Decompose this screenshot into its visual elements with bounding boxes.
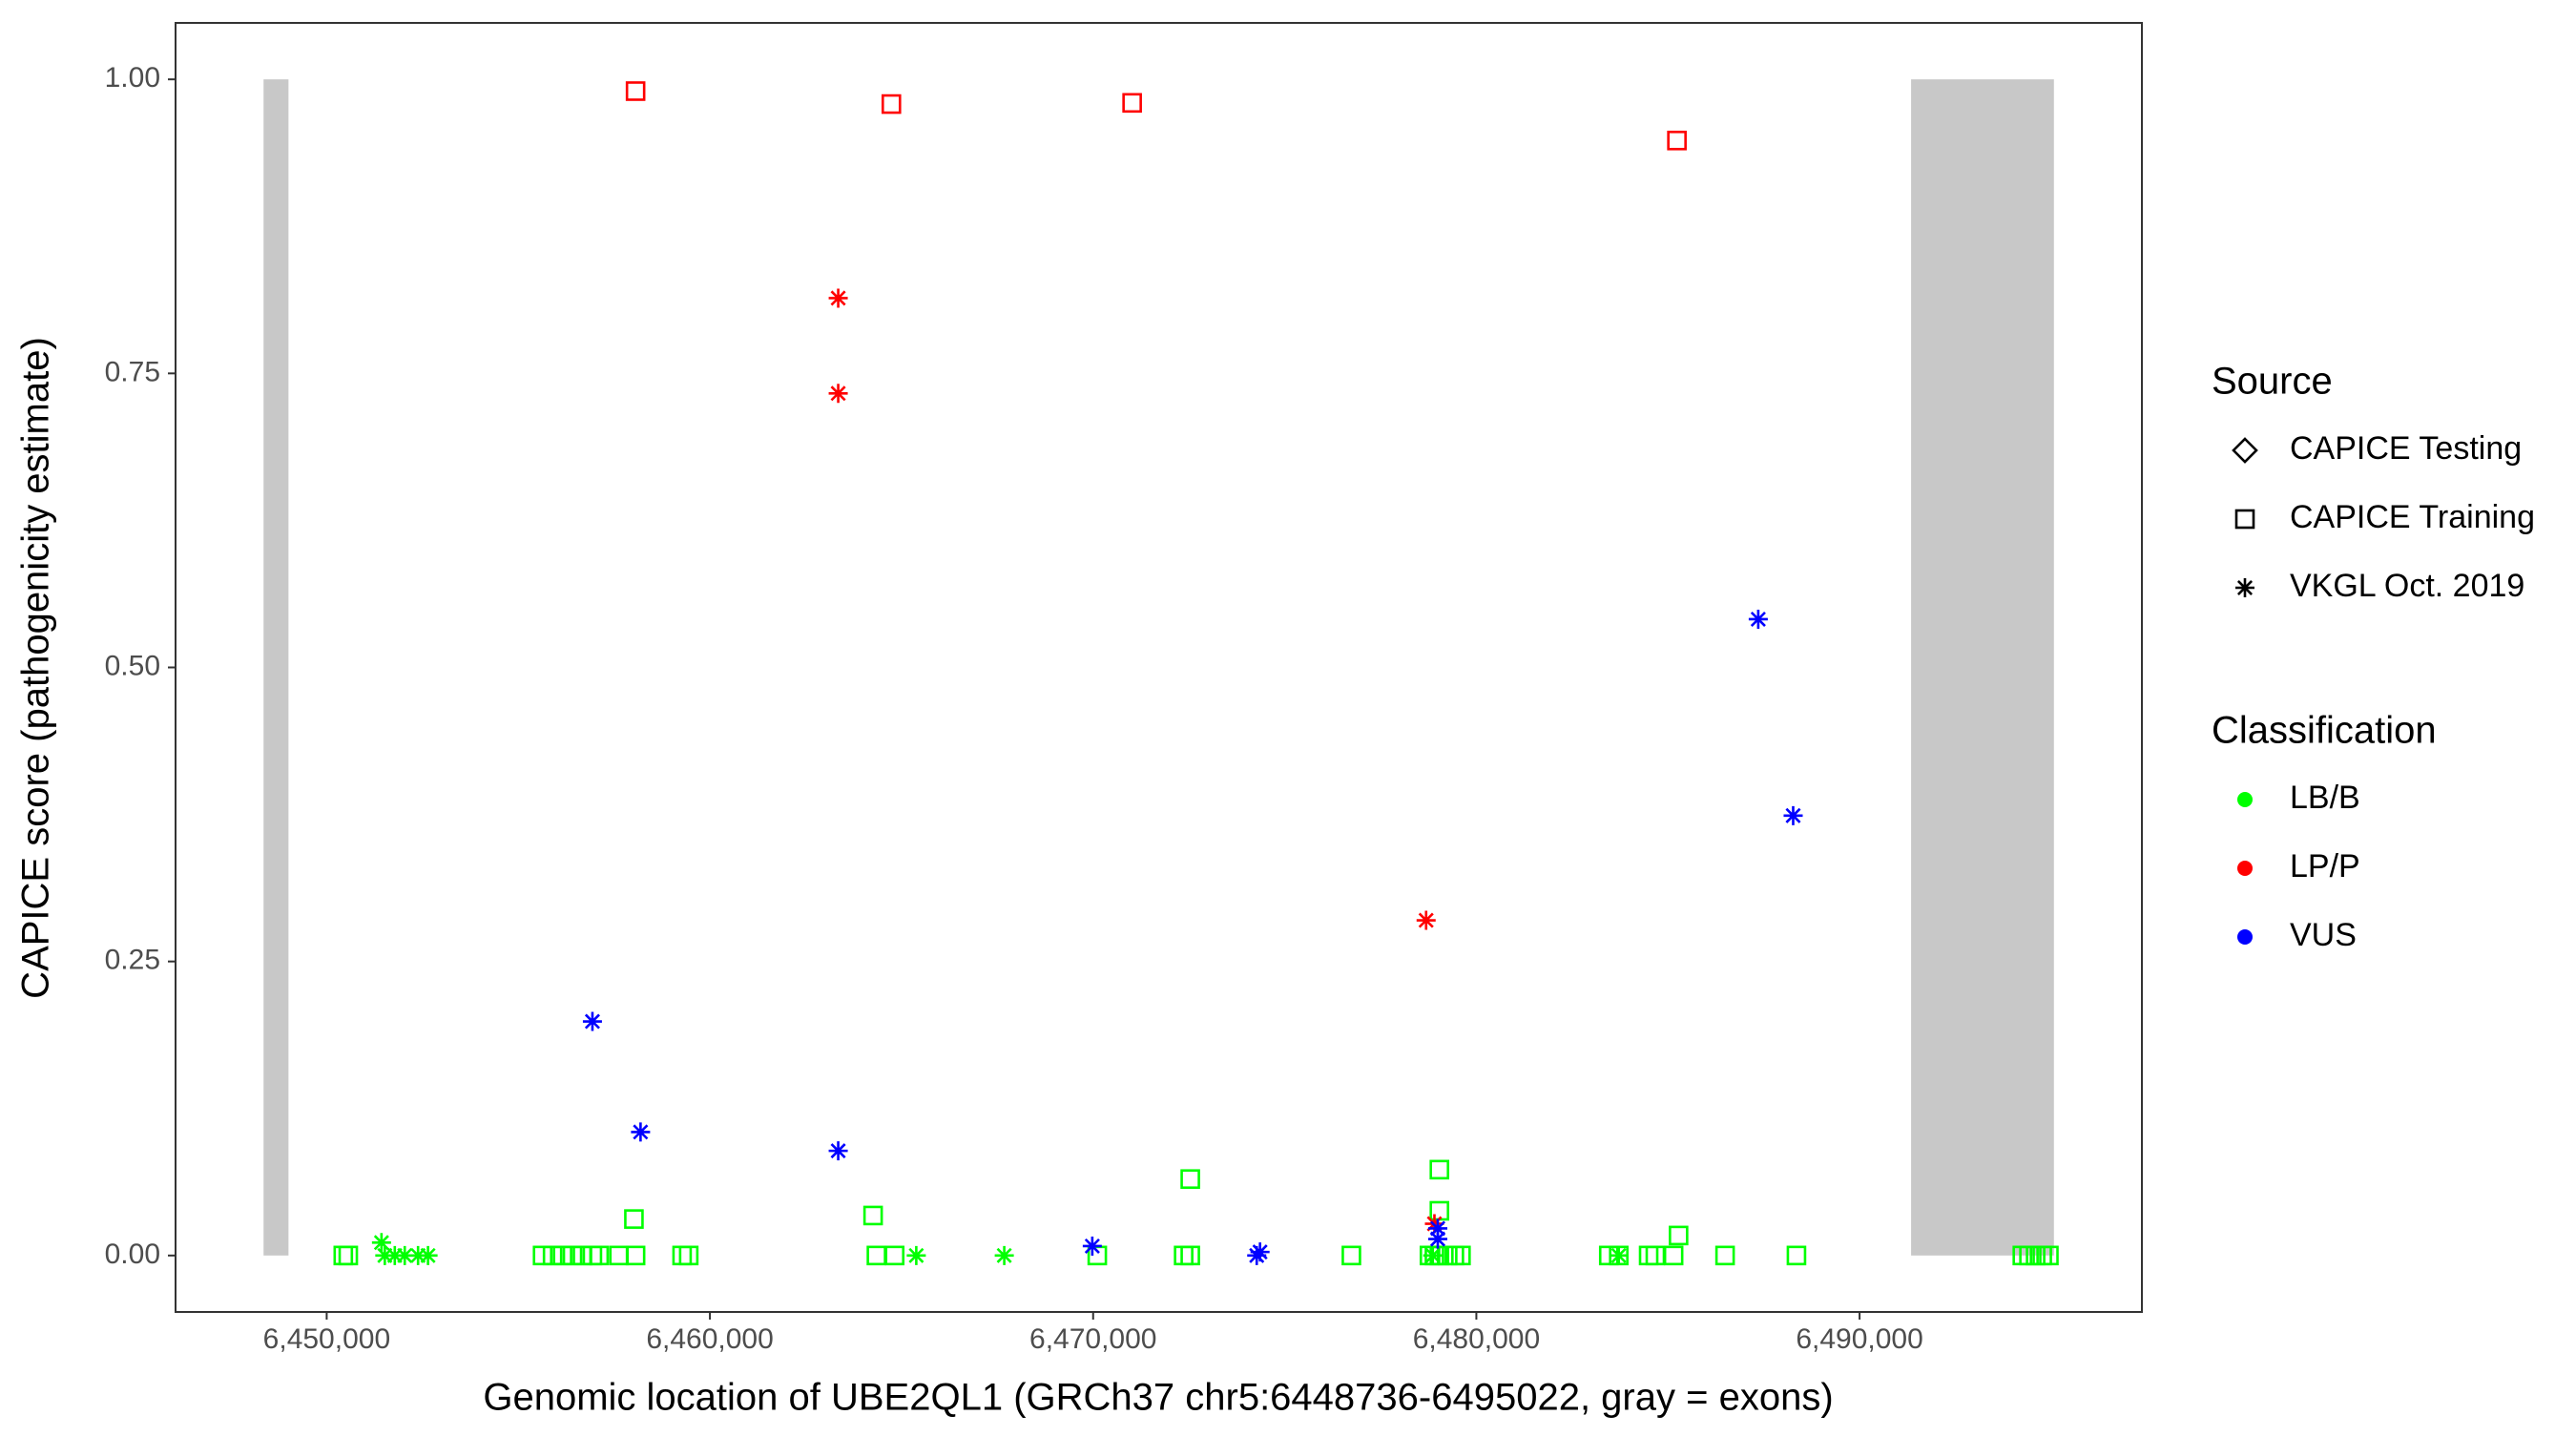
y-tick-label: 1.00: [105, 62, 160, 94]
point-star: [828, 288, 848, 308]
point-square: [2039, 1245, 2059, 1266]
point-square: [881, 94, 902, 114]
point-star: [1748, 609, 1768, 629]
point-square: [2234, 509, 2255, 530]
point-square: [542, 1245, 563, 1266]
point-square: [1714, 1245, 1735, 1266]
y-tick-label: 0.75: [105, 356, 160, 387]
point-star: [375, 1245, 395, 1265]
point-star: [418, 1245, 438, 1265]
point-square: [338, 1245, 359, 1266]
point-square: [532, 1245, 553, 1266]
point-star: [1416, 910, 1436, 930]
point-star: [1609, 1245, 1629, 1265]
y-axis-title: CAPICE score (pathogenicity estimate): [15, 337, 57, 999]
point-square: [625, 81, 646, 101]
point-square: [1341, 1245, 1361, 1266]
point-square: [1174, 1245, 1194, 1266]
point-square: [1667, 130, 1687, 151]
point-star: [408, 1245, 428, 1265]
point-star: [1082, 1236, 1102, 1256]
x-tick-label: 6,470,000: [1029, 1323, 1156, 1355]
point-square: [884, 1245, 905, 1266]
point-square: [1669, 1225, 1689, 1246]
point-square: [582, 1245, 603, 1266]
point-star: [1783, 805, 1803, 825]
point-square: [625, 1245, 646, 1266]
point-square: [624, 1209, 644, 1229]
point-star: [371, 1233, 391, 1253]
point-star: [1423, 1245, 1443, 1265]
point-square: [333, 1245, 354, 1266]
legend-label: CAPICE Testing: [2290, 430, 2522, 467]
x-tick-label: 6,490,000: [1796, 1323, 1922, 1355]
y-tick-label: 0.50: [105, 650, 160, 681]
point-square: [1429, 1159, 1450, 1180]
point-star: [1250, 1242, 1270, 1262]
legend-swatch: [2237, 861, 2253, 876]
point-star: [828, 384, 848, 404]
point-star: [994, 1245, 1014, 1265]
legend-title: Source: [2212, 361, 2333, 403]
exon: [1911, 79, 2054, 1256]
legend-swatch: [2237, 929, 2253, 945]
x-tick-label: 6,480,000: [1413, 1323, 1540, 1355]
point-square: [1663, 1245, 1684, 1266]
point-square: [1645, 1245, 1666, 1266]
x-axis-title: Genomic location of UBE2QL1 (GRCh37 chr5…: [483, 1377, 1833, 1419]
point-star: [828, 1141, 848, 1161]
point-square: [1180, 1169, 1200, 1190]
legend-label: LB/B: [2290, 780, 2360, 816]
x-tick-label: 6,450,000: [263, 1323, 390, 1355]
point-star: [384, 1245, 405, 1265]
plot-border: [175, 22, 2143, 1313]
exon: [263, 79, 289, 1256]
point-square: [562, 1245, 583, 1266]
legend-label: VKGL Oct. 2019: [2290, 568, 2524, 604]
point-star: [1427, 1218, 1447, 1238]
point-square: [1638, 1245, 1659, 1266]
point-square: [609, 1245, 630, 1266]
point-star: [2235, 578, 2254, 597]
point-square: [1180, 1245, 1200, 1266]
point-diamond: [2232, 437, 2258, 464]
point-square: [672, 1245, 693, 1266]
point-square: [866, 1245, 886, 1266]
point-square: [862, 1205, 883, 1226]
point-star: [631, 1122, 651, 1142]
y-tick-label: 0.00: [105, 1238, 160, 1270]
legend-label: CAPICE Training: [2290, 499, 2535, 535]
point-star: [906, 1245, 926, 1265]
point-star: [582, 1011, 602, 1031]
legend-swatch: [2237, 792, 2253, 807]
point-square: [572, 1245, 592, 1266]
point-square: [678, 1245, 699, 1266]
y-tick-label: 0.25: [105, 945, 160, 976]
point-square: [1122, 93, 1142, 114]
point-star: [395, 1245, 415, 1265]
point-star: [1427, 1229, 1447, 1249]
point-square: [1451, 1245, 1471, 1266]
point-square: [552, 1245, 572, 1266]
x-tick-label: 6,460,000: [646, 1323, 773, 1355]
point-square: [589, 1245, 610, 1266]
legend-label: LP/P: [2290, 848, 2360, 884]
point-square: [1786, 1245, 1807, 1266]
legend-label: VUS: [2290, 917, 2357, 953]
legend-title: Classification: [2212, 710, 2437, 752]
